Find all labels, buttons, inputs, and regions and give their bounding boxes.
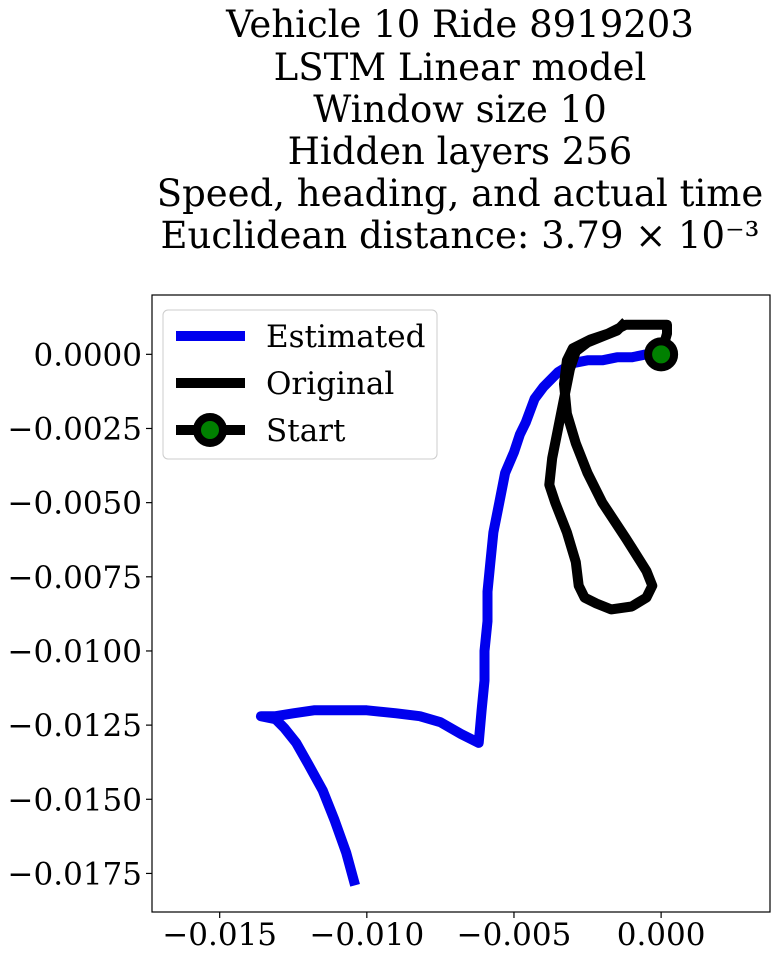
x-tick-label: −0.010 xyxy=(309,917,424,953)
y-tick-label: 0.0000 xyxy=(34,337,142,373)
x-axis: −0.015 −0.010 −0.005 0.000 xyxy=(162,912,705,953)
start-marker xyxy=(644,337,679,372)
series-line-original xyxy=(544,318,672,615)
legend-label-original: Original xyxy=(266,366,394,402)
y-tick-label: −0.0125 xyxy=(8,708,142,744)
legend: Estimated Original Start xyxy=(162,309,438,460)
x-tick-label: −0.005 xyxy=(457,917,572,953)
y-tick-label: −0.0100 xyxy=(8,634,142,670)
plot-series xyxy=(255,318,679,887)
y-tick-label: −0.0050 xyxy=(8,486,142,522)
legend-start-marker xyxy=(193,413,227,447)
legend-label-estimated: Estimated xyxy=(266,319,425,355)
title-line: LSTM Linear model xyxy=(274,46,647,89)
x-tick-label: −0.015 xyxy=(162,917,277,953)
title-line: Hidden layers 256 xyxy=(288,130,633,173)
y-tick-label: −0.0150 xyxy=(8,782,142,818)
title-line: Window size 10 xyxy=(313,88,607,131)
plot-frame xyxy=(151,294,771,913)
title-line: Speed, heading, and actual time xyxy=(157,172,764,215)
title-line: Vehicle 10 Ride 8919203 xyxy=(225,3,694,46)
y-tick-label: −0.0025 xyxy=(8,411,142,447)
title-line: Euclidean distance: 3.79 × 10⁻³ xyxy=(161,214,760,257)
y-tick-label: −0.0075 xyxy=(8,560,142,596)
legend-box xyxy=(162,309,438,460)
y-axis: 0.0000 −0.0025 −0.0050 −0.0075 −0.0100 −0.012… xyxy=(8,337,152,892)
y-tick-label: −0.0175 xyxy=(8,856,142,892)
legend-label-start: Start xyxy=(266,413,346,449)
x-tick-label: 0.000 xyxy=(617,917,706,953)
